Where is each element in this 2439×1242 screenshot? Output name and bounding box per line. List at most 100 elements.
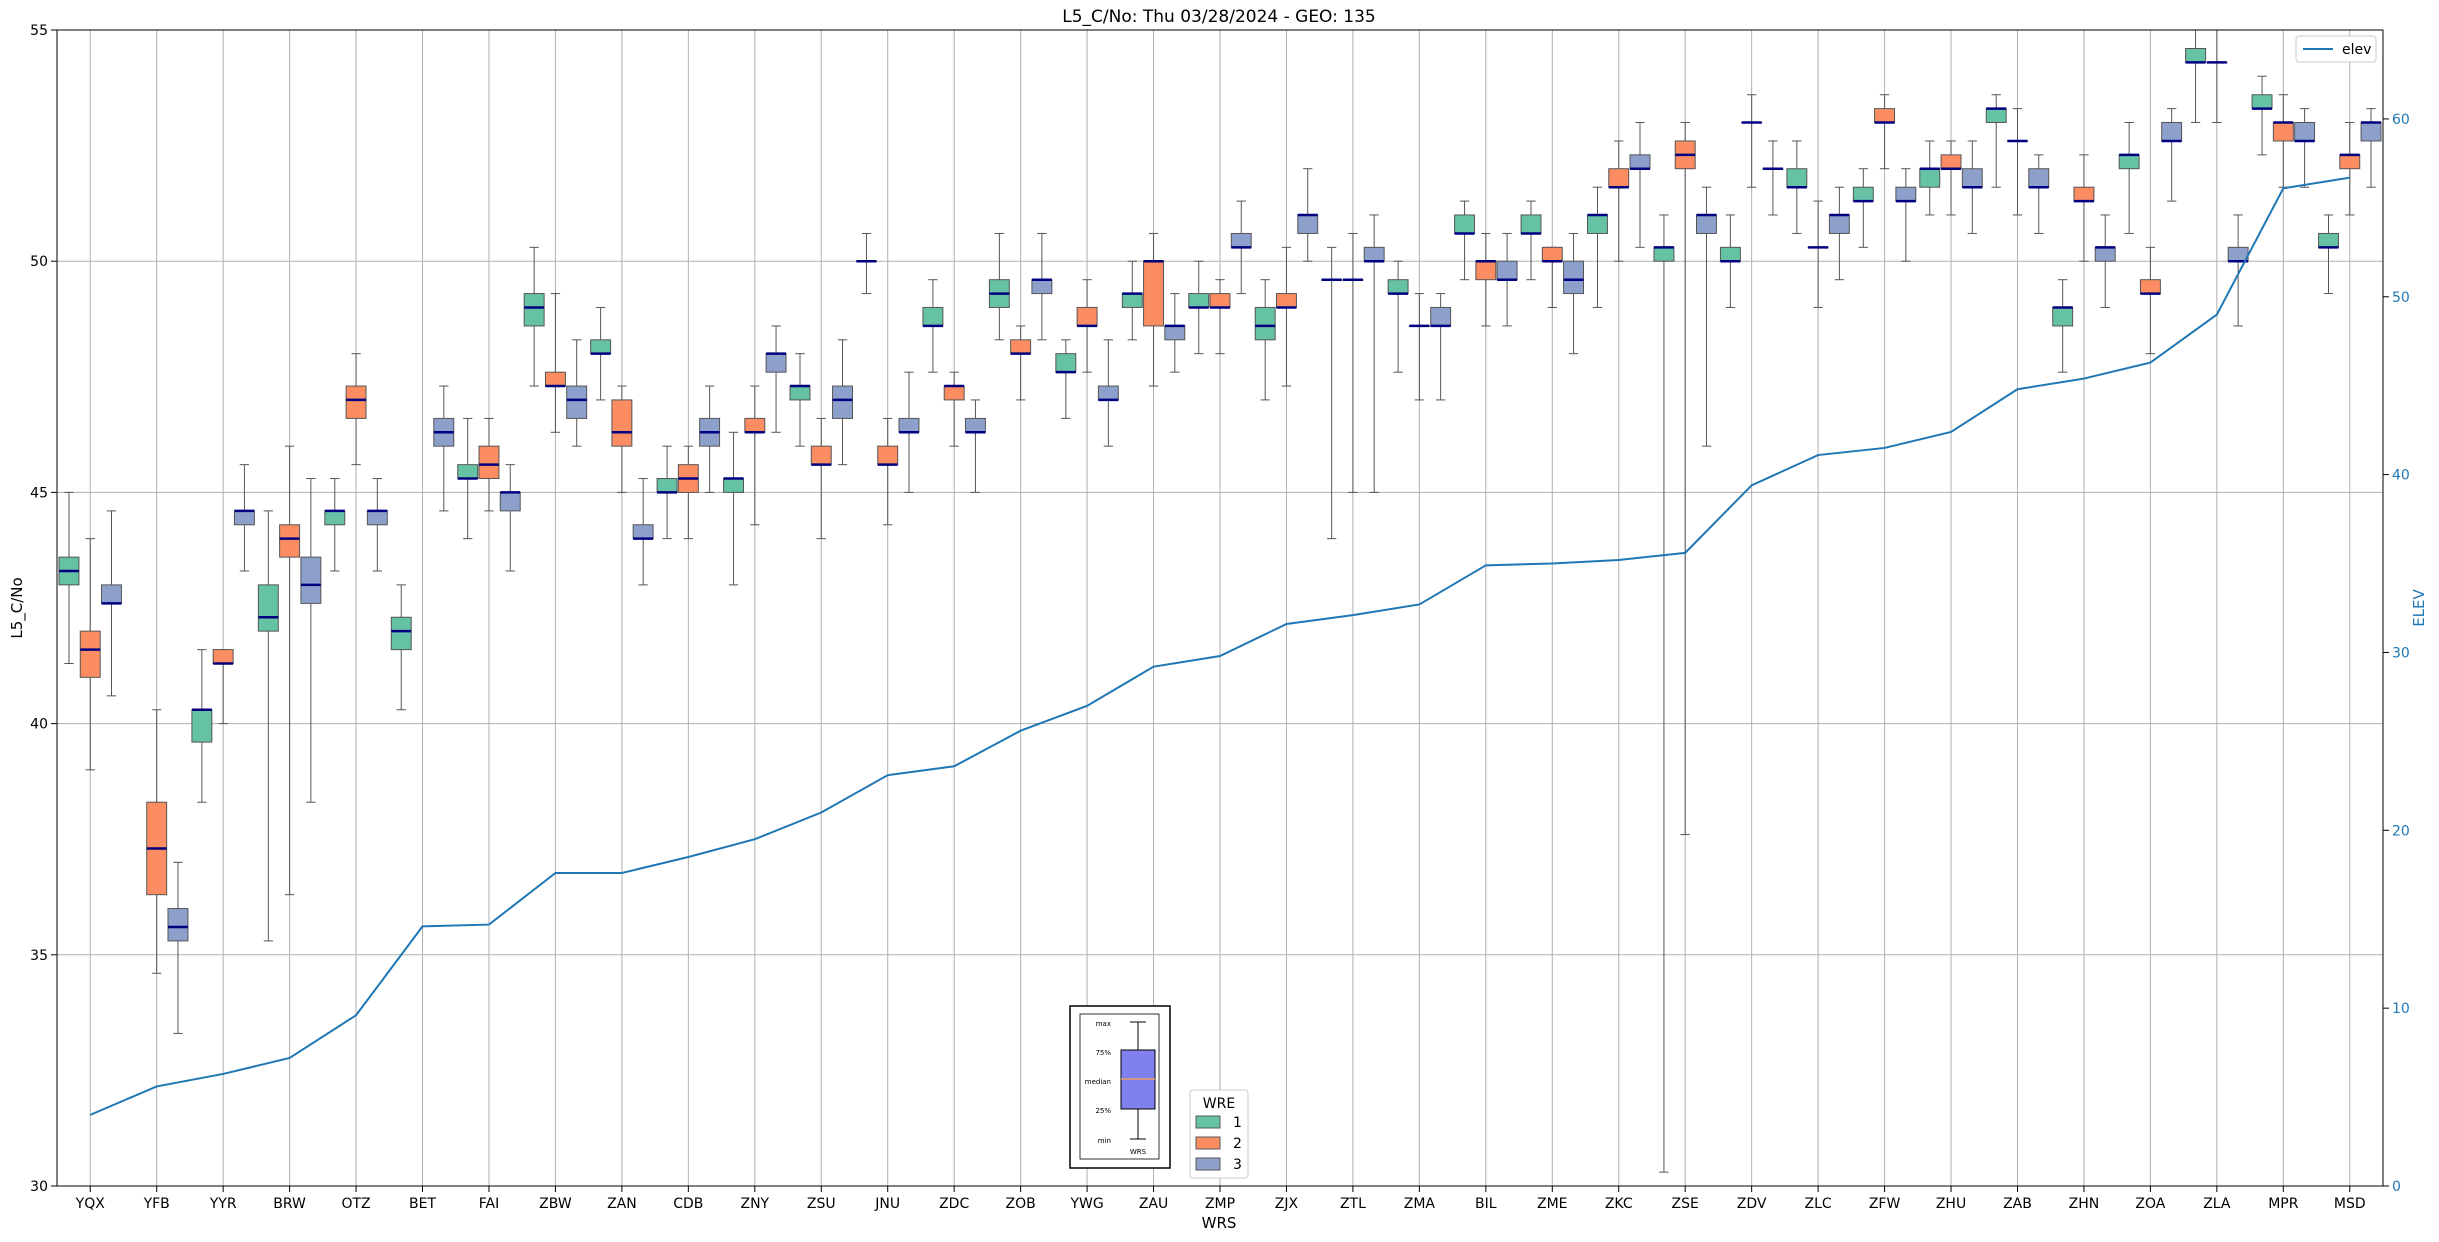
box-body	[1587, 214, 1608, 234]
box-body	[1010, 339, 1032, 355]
box-2-FAI	[478, 417, 500, 512]
box-2-ZHN	[2073, 154, 2095, 262]
x-tick-label: CDB	[673, 1196, 703, 1212]
x-tick-label: ZME	[1537, 1196, 1568, 1212]
key-label: 25%	[1095, 1107, 1111, 1115]
x-tick-label: ZFW	[1869, 1196, 1901, 1212]
box-body	[300, 556, 322, 604]
box-3-MPR	[2294, 108, 2316, 188]
box-1-OTZ	[324, 478, 346, 572]
x-tick-label: ZLC	[1805, 1196, 1832, 1212]
box-1-ZTL	[1321, 246, 1343, 540]
box-2-ZOB	[1010, 325, 1032, 401]
x-tick-label: ZDC	[939, 1196, 969, 1212]
box-body	[2294, 121, 2316, 142]
box-body	[1430, 306, 1452, 327]
box-3-ZNY	[765, 325, 787, 433]
box-2-CDB	[677, 445, 699, 540]
box-body	[1031, 279, 1053, 295]
x-tick-label: ZDV	[1737, 1196, 1767, 1212]
box-1-ZBW	[523, 246, 545, 387]
box-1-ZOB	[988, 232, 1010, 341]
elev-legend: elev	[2295, 35, 2377, 63]
y-tick-label: 55	[30, 23, 48, 39]
box-1-ZMP	[1188, 260, 1210, 355]
box-3-BRW	[300, 478, 322, 803]
box-body	[943, 385, 965, 401]
x-tick-label: MSD	[2334, 1196, 2366, 1212]
x-tick-label: ZJX	[1275, 1196, 1299, 1212]
x-tick-label: ZAN	[607, 1196, 637, 1212]
box-2-ZSE	[1674, 121, 1696, 836]
box-body	[2360, 121, 2382, 142]
box-1-FAI	[457, 417, 479, 540]
box-body	[1895, 186, 1917, 202]
y2-tick-label: 10	[2392, 1001, 2410, 1017]
box-3-ZHU	[1961, 140, 1983, 234]
x-tick-label: BIL	[1475, 1196, 1497, 1212]
box-2-ZDV	[1741, 94, 1763, 188]
box-3-BET	[433, 385, 455, 512]
box-3-YYR	[233, 464, 255, 572]
box-body	[1520, 214, 1542, 234]
box-3-YQX	[101, 510, 122, 697]
box-2-ZDC	[943, 371, 965, 447]
box-body	[2251, 94, 2273, 110]
key-xlabel: WRS	[1130, 1148, 1147, 1156]
box-body	[1695, 214, 1717, 234]
x-tick-label: YWG	[1069, 1196, 1103, 1212]
y-tick-label: 50	[30, 254, 48, 270]
x-tick-label: ZHN	[2069, 1196, 2100, 1212]
box-body	[1874, 108, 1896, 123]
y2-tick-label: 50	[2392, 290, 2410, 306]
box-body	[2073, 186, 2095, 202]
box-body	[632, 524, 654, 540]
x-axis-label: WRS	[1202, 1214, 1237, 1232]
x-tick-label: YYR	[209, 1196, 237, 1212]
box-body	[1121, 293, 1143, 308]
box-body	[2094, 246, 2116, 262]
y2-tick-label: 60	[2392, 112, 2410, 128]
box-2-JNU	[877, 417, 899, 526]
box-2-ZHU	[1940, 140, 1962, 216]
elev-line	[89, 176, 2350, 1116]
box-body	[2339, 154, 2361, 170]
box-body	[1230, 232, 1252, 248]
box-body	[1985, 108, 2007, 123]
box-body	[2052, 306, 2074, 327]
box-3-ZOB	[1031, 232, 1053, 341]
box-2-ZFW	[1874, 94, 1896, 170]
y-axis-ticks: 30 35 40 45 50 55	[30, 23, 57, 1195]
box-body	[1055, 353, 1077, 373]
box-body	[101, 584, 122, 604]
box-2-ZOA	[2139, 246, 2161, 355]
box-1-YYR	[191, 649, 213, 803]
box-1-ZHN	[2052, 279, 2074, 373]
x-tick-label: ZMA	[1404, 1196, 1436, 1212]
box-1-BET	[390, 584, 412, 711]
x-tick-label: ZLA	[2203, 1196, 2231, 1212]
box-body	[2318, 232, 2339, 248]
box-2-ZJX	[1275, 246, 1297, 387]
x-tick-label: MPR	[2268, 1196, 2299, 1212]
box-1-ZKC	[1587, 186, 1608, 308]
box-3-MSD	[2360, 108, 2382, 188]
box-body	[2028, 168, 2050, 188]
box-body	[1475, 260, 1497, 281]
box-body	[789, 385, 811, 401]
key-inner-frame	[1079, 1013, 1160, 1160]
box-2-YWG	[1076, 279, 1098, 373]
elev-legend-frame	[2295, 35, 2377, 63]
box-2-MPR	[2272, 94, 2294, 188]
box-1-CDB	[656, 445, 678, 540]
box-2-ZAU	[1143, 232, 1165, 387]
box-3-ZBW	[566, 339, 588, 447]
box-body	[611, 399, 633, 447]
box-body	[1719, 246, 1741, 262]
box-body	[2139, 279, 2161, 295]
series-3	[101, 108, 2382, 1034]
box-body	[257, 584, 279, 632]
box-body	[1297, 214, 1319, 234]
box-body	[1363, 246, 1385, 262]
